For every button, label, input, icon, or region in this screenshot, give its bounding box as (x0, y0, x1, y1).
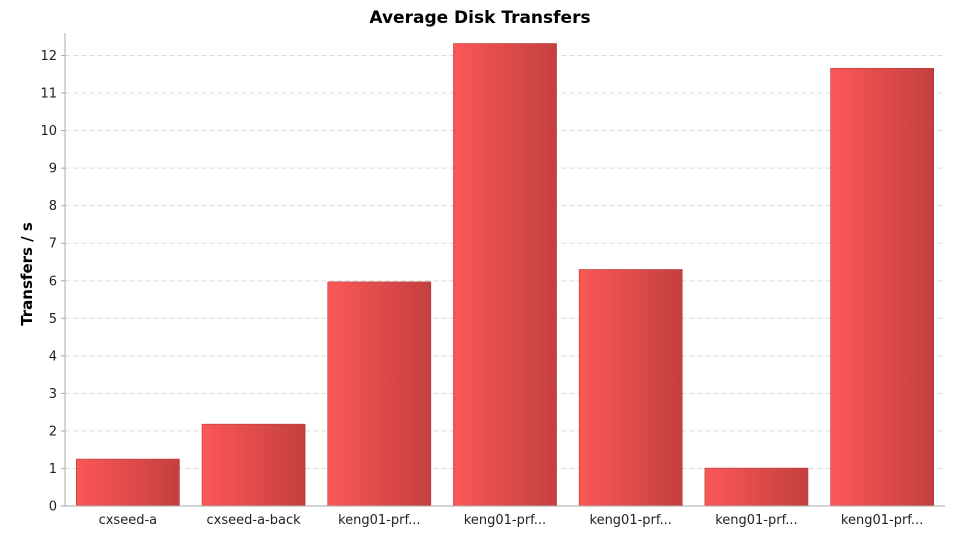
y-tick-label: 7 (49, 237, 57, 252)
bar-1 (76, 458, 180, 507)
axes (64, 33, 945, 507)
x-tick-labels: cxseed-a cxseed-a-back keng01-prf... keng01… (99, 513, 924, 528)
bar-5 (578, 269, 683, 507)
bar-6 (704, 467, 809, 507)
y-axis-label: Transfers / s (18, 222, 36, 326)
bar-7 (830, 67, 934, 507)
bar-3 (327, 281, 432, 507)
x-tick-label: cxseed-a (99, 513, 158, 528)
y-tick-label: 11 (40, 87, 57, 102)
y-tick-label: 3 (49, 387, 57, 402)
x-tick-label: keng01-prf... (841, 513, 923, 528)
y-tick-label: 12 (40, 49, 57, 64)
x-tick-label: keng01-prf... (338, 513, 420, 528)
y-tick-label: 5 (49, 312, 57, 327)
x-tick-label: keng01-prf... (715, 513, 797, 528)
y-tick-label: 9 (49, 162, 57, 177)
chart-title: Average Disk Transfers (369, 8, 590, 28)
bar-4 (453, 43, 557, 507)
x-tick-label: keng01-prf... (590, 513, 672, 528)
y-tick-label: 6 (49, 274, 57, 289)
y-tick-label: 1 (49, 462, 57, 477)
y-tick-label: 4 (49, 349, 57, 364)
bar-2 (201, 423, 306, 507)
y-tick-label: 0 (49, 500, 57, 515)
bars (76, 43, 934, 507)
x-tick-label: cxseed-a-back (207, 513, 302, 528)
x-tick-label: keng01-prf... (464, 513, 546, 528)
y-tick-label: 10 (40, 124, 57, 139)
y-tick-label: 8 (49, 199, 57, 214)
y-tick-label: 2 (49, 424, 57, 439)
